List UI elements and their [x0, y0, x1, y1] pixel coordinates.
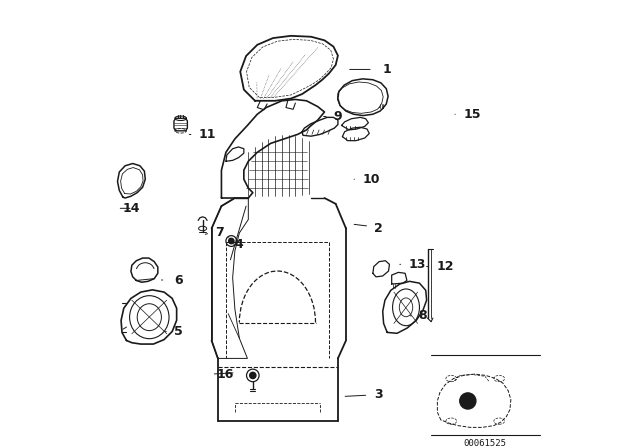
- Text: 8: 8: [419, 309, 427, 323]
- Text: 6: 6: [174, 273, 183, 287]
- Text: 1: 1: [383, 63, 392, 76]
- Text: 15: 15: [463, 108, 481, 121]
- Circle shape: [460, 393, 476, 409]
- Text: 5: 5: [174, 325, 183, 338]
- Text: 16: 16: [217, 367, 234, 381]
- Text: 13: 13: [409, 258, 426, 271]
- Text: 10: 10: [362, 172, 380, 186]
- Text: 00061525: 00061525: [464, 439, 507, 448]
- Circle shape: [250, 372, 256, 379]
- Text: 11: 11: [199, 128, 216, 141]
- Text: 12: 12: [436, 260, 454, 273]
- Text: 14: 14: [123, 202, 140, 215]
- Text: 4: 4: [235, 237, 244, 251]
- Text: 2: 2: [374, 222, 383, 235]
- Circle shape: [228, 238, 234, 244]
- Text: 9: 9: [333, 110, 342, 123]
- Text: 7: 7: [214, 226, 223, 240]
- Text: 3: 3: [374, 388, 382, 401]
